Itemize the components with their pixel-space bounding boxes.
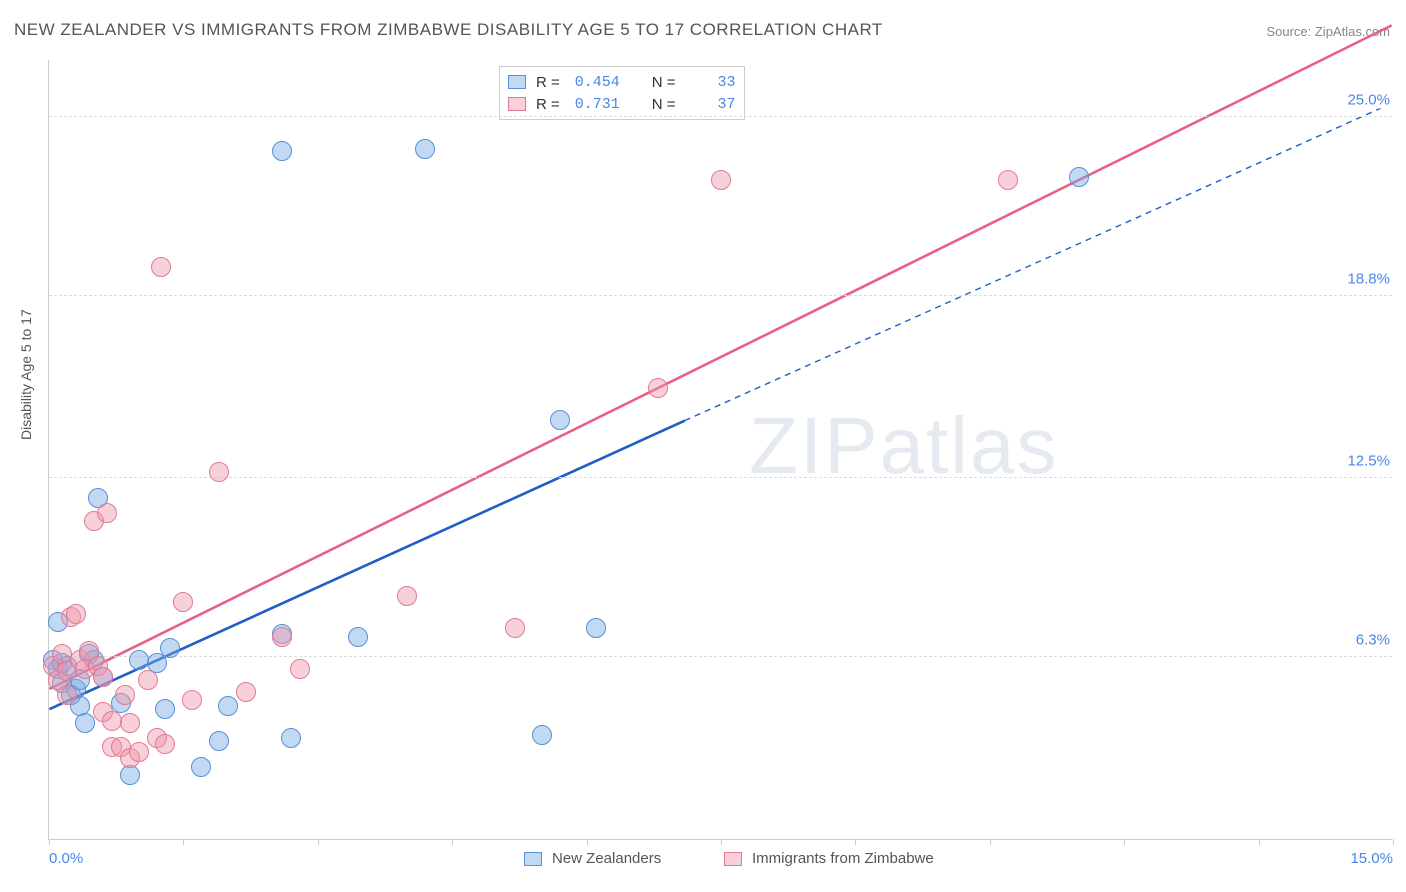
data-point (281, 728, 301, 748)
data-point (129, 742, 149, 762)
x-tick-label: 15.0% (1350, 850, 1393, 867)
gridline (49, 656, 1392, 657)
data-point (151, 257, 171, 277)
chart-title: NEW ZEALANDER VS IMMIGRANTS FROM ZIMBABW… (14, 20, 883, 40)
n-label: N = (652, 96, 676, 113)
legend-swatch (508, 97, 526, 111)
data-point (182, 690, 202, 710)
data-point (290, 659, 310, 679)
data-point (236, 682, 256, 702)
series-label: Immigrants from Zimbabwe (752, 850, 934, 867)
series-label: New Zealanders (552, 850, 661, 867)
source-attribution: Source: ZipAtlas.com (1266, 24, 1390, 39)
y-axis-label: Disability Age 5 to 17 (18, 309, 34, 440)
y-tick-label: 12.5% (1343, 452, 1394, 469)
data-point (57, 685, 77, 705)
legend-swatch (724, 852, 742, 866)
gridline (49, 477, 1392, 478)
data-point (397, 586, 417, 606)
data-point (93, 667, 113, 687)
plot-area: ZIPatlas R = 0.454 N = 33 R = 0.731 N = 37 6.3%… (48, 60, 1392, 840)
trend-line (685, 103, 1392, 420)
series-legend-item: Immigrants from Zimbabwe (724, 850, 934, 867)
legend-swatch (524, 852, 542, 866)
data-point (97, 503, 117, 523)
data-point (272, 141, 292, 161)
x-tick (452, 839, 453, 845)
trend-line (49, 25, 1391, 689)
data-point (998, 170, 1018, 190)
data-point (648, 378, 668, 398)
x-tick (1259, 839, 1260, 845)
data-point (348, 627, 368, 647)
watermark: ZIPatlas (749, 400, 1058, 492)
y-tick-label: 18.8% (1343, 270, 1394, 287)
data-point (120, 765, 140, 785)
data-point (115, 685, 135, 705)
data-point (209, 462, 229, 482)
n-value: 33 (686, 74, 736, 91)
gridline (49, 295, 1392, 296)
data-point (505, 618, 525, 638)
data-point (173, 592, 193, 612)
data-point (218, 696, 238, 716)
legend-row: R = 0.454 N = 33 (508, 71, 736, 93)
r-value: 0.454 (570, 74, 620, 91)
chart-container: NEW ZEALANDER VS IMMIGRANTS FROM ZIMBABW… (0, 0, 1406, 892)
x-tick (587, 839, 588, 845)
data-point (138, 670, 158, 690)
x-tick (855, 839, 856, 845)
data-point (1069, 167, 1089, 187)
y-tick-label: 6.3% (1352, 632, 1394, 649)
legend-row: R = 0.731 N = 37 (508, 93, 736, 115)
x-tick (721, 839, 722, 845)
x-tick (318, 839, 319, 845)
n-label: N = (652, 74, 676, 91)
x-tick (1393, 839, 1394, 845)
data-point (272, 627, 292, 647)
data-point (415, 139, 435, 159)
x-tick (1124, 839, 1125, 845)
data-point (129, 650, 149, 670)
data-point (711, 170, 731, 190)
data-point (191, 757, 211, 777)
data-point (209, 731, 229, 751)
r-label: R = (536, 96, 560, 113)
data-point (155, 699, 175, 719)
data-point (75, 713, 95, 733)
gridline (49, 116, 1392, 117)
x-tick (990, 839, 991, 845)
r-label: R = (536, 74, 560, 91)
data-point (586, 618, 606, 638)
data-point (66, 604, 86, 624)
data-point (155, 734, 175, 754)
correlation-legend: R = 0.454 N = 33 R = 0.731 N = 37 (499, 66, 745, 120)
y-tick-label: 25.0% (1343, 91, 1394, 108)
legend-swatch (508, 75, 526, 89)
x-tick-label: 0.0% (49, 850, 83, 867)
data-point (550, 410, 570, 430)
r-value: 0.731 (570, 96, 620, 113)
data-point (160, 638, 180, 658)
data-point (532, 725, 552, 745)
x-tick (183, 839, 184, 845)
series-legend-item: New Zealanders (524, 850, 661, 867)
n-value: 37 (686, 96, 736, 113)
x-tick (49, 839, 50, 845)
data-point (102, 711, 122, 731)
data-point (120, 713, 140, 733)
